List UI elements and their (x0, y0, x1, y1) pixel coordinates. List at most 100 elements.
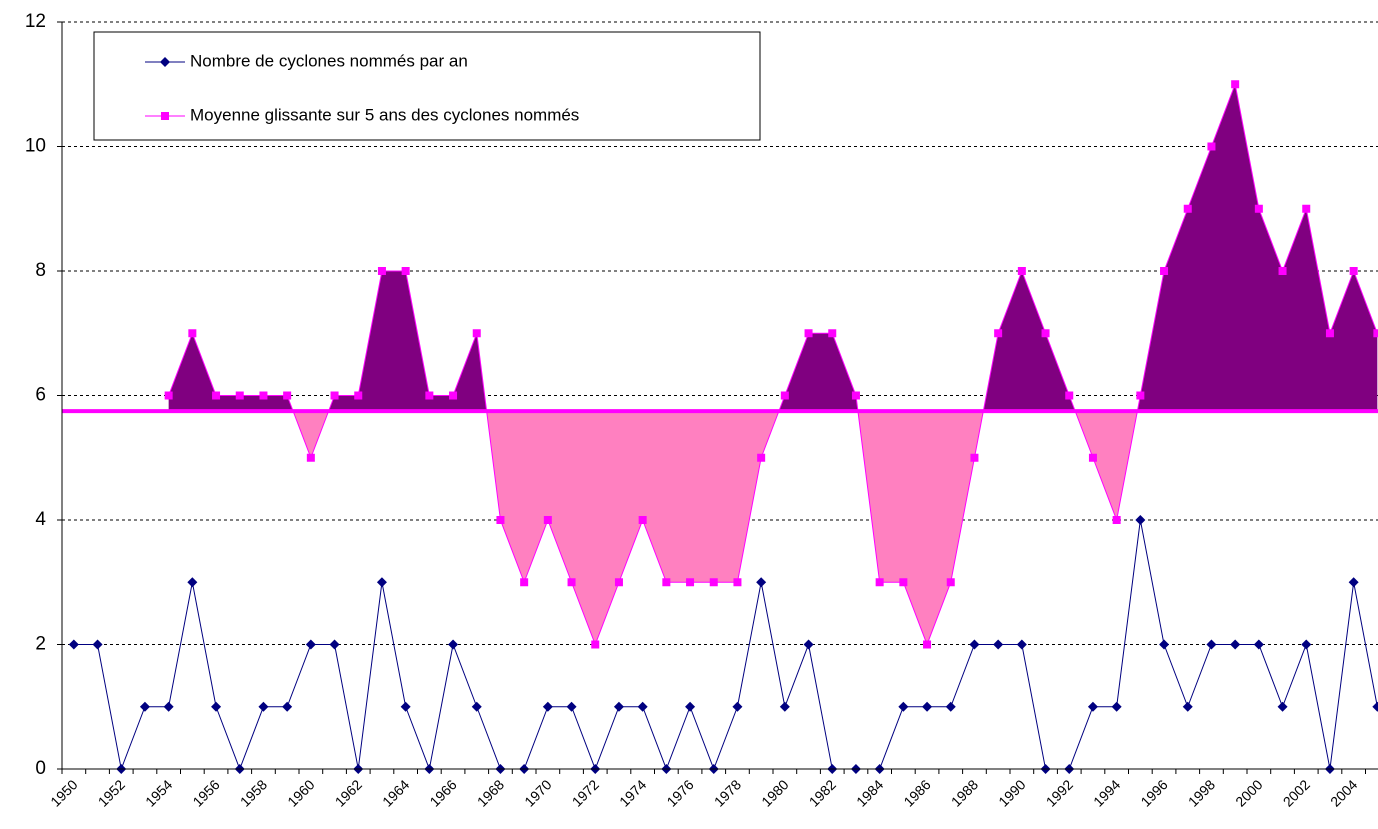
series-line (73, 519, 1378, 771)
x-tick-label: 1990 (995, 776, 1028, 809)
x-tick-label: 1964 (379, 776, 412, 809)
point (567, 578, 576, 587)
point (1088, 453, 1097, 462)
x-tick-label: 2004 (1327, 776, 1360, 809)
x-tick-label: 1958 (237, 776, 270, 809)
point (306, 453, 315, 462)
point (803, 639, 814, 650)
point (1302, 204, 1311, 213)
legend-label: Moyenne glissante sur 5 ans des cyclones… (190, 105, 579, 124)
y-tick-label: 8 (35, 260, 46, 281)
point (1231, 80, 1240, 89)
x-tick-label: 1966 (426, 776, 459, 809)
point (779, 701, 790, 712)
legend-marker (160, 57, 170, 67)
point (163, 701, 174, 712)
point (1230, 639, 1241, 650)
x-tick-label: 1954 (142, 776, 175, 809)
y-tick-label: 12 (25, 11, 46, 32)
x-tick-label: 2000 (1232, 776, 1265, 809)
area-above (168, 84, 1378, 412)
x-tick-label: 1988 (948, 776, 981, 809)
point (305, 639, 316, 650)
point (1182, 701, 1193, 712)
point (1278, 267, 1287, 275)
x-tick-label: 1974 (616, 776, 649, 809)
legend: Nombre de cyclones nommés par an Moyenne … (93, 31, 761, 141)
point (851, 391, 860, 400)
point (614, 578, 623, 587)
point (1159, 639, 1170, 650)
point (1112, 516, 1121, 524)
point (756, 577, 767, 588)
point (1373, 329, 1378, 338)
point (1325, 329, 1334, 338)
legend-box (93, 31, 761, 141)
x-tick-label: 1962 (332, 776, 365, 809)
y-tick-label: 2 (35, 634, 46, 655)
point (757, 453, 766, 462)
x-tick-label: 1968 (474, 776, 507, 809)
y-tick-label: 0 (35, 758, 46, 779)
x-tick-label: 1986 (900, 776, 933, 809)
point (259, 391, 268, 400)
x-tick-label: 1984 (853, 776, 886, 809)
point (899, 578, 908, 587)
x-tick-label: 1978 (711, 776, 744, 809)
point (733, 578, 742, 587)
point (686, 578, 695, 587)
point (1206, 639, 1217, 650)
x-tick-label: 1952 (95, 776, 128, 809)
x-tick-label: 1972 (569, 776, 602, 809)
point (376, 577, 387, 588)
point (448, 639, 459, 650)
y-tick-label: 10 (25, 136, 46, 157)
point (1277, 701, 1288, 712)
point (1301, 639, 1312, 650)
point (994, 329, 1003, 338)
point (946, 578, 955, 587)
point (1160, 267, 1169, 275)
x-tick-label: 1994 (1090, 776, 1123, 809)
point (211, 701, 222, 712)
point (400, 701, 411, 712)
point (1254, 204, 1263, 213)
point (92, 639, 103, 650)
legend-marker (161, 112, 169, 120)
point (1207, 142, 1216, 151)
point (993, 639, 1004, 650)
point (258, 701, 269, 712)
series-line (168, 82, 1378, 646)
x-tick-label: 1950 (47, 776, 80, 809)
point (1136, 391, 1145, 400)
point (520, 578, 529, 587)
point (496, 516, 505, 524)
x-tick-label: 1996 (1137, 776, 1170, 809)
point (637, 701, 648, 712)
point (542, 701, 553, 712)
point (283, 391, 292, 400)
point (1087, 701, 1098, 712)
point (1183, 204, 1192, 213)
point (1016, 639, 1027, 650)
point (685, 701, 696, 712)
y-tick-label: 4 (35, 509, 46, 530)
point (970, 453, 979, 462)
x-tick-label: 1960 (284, 776, 317, 809)
x-tick-label: 1956 (189, 776, 222, 809)
point (401, 267, 410, 275)
x-tick-label: 1998 (1185, 776, 1218, 809)
point (804, 329, 813, 338)
point (449, 391, 458, 400)
point (139, 701, 150, 712)
point (591, 640, 600, 649)
x-tick-label: 1992 (1043, 776, 1076, 809)
point (898, 701, 909, 712)
point (709, 578, 718, 587)
point (662, 578, 671, 587)
x-tick-label: 2002 (1280, 776, 1313, 809)
x-tick-label: 1970 (521, 776, 554, 809)
point (543, 516, 552, 524)
point (1135, 515, 1146, 525)
